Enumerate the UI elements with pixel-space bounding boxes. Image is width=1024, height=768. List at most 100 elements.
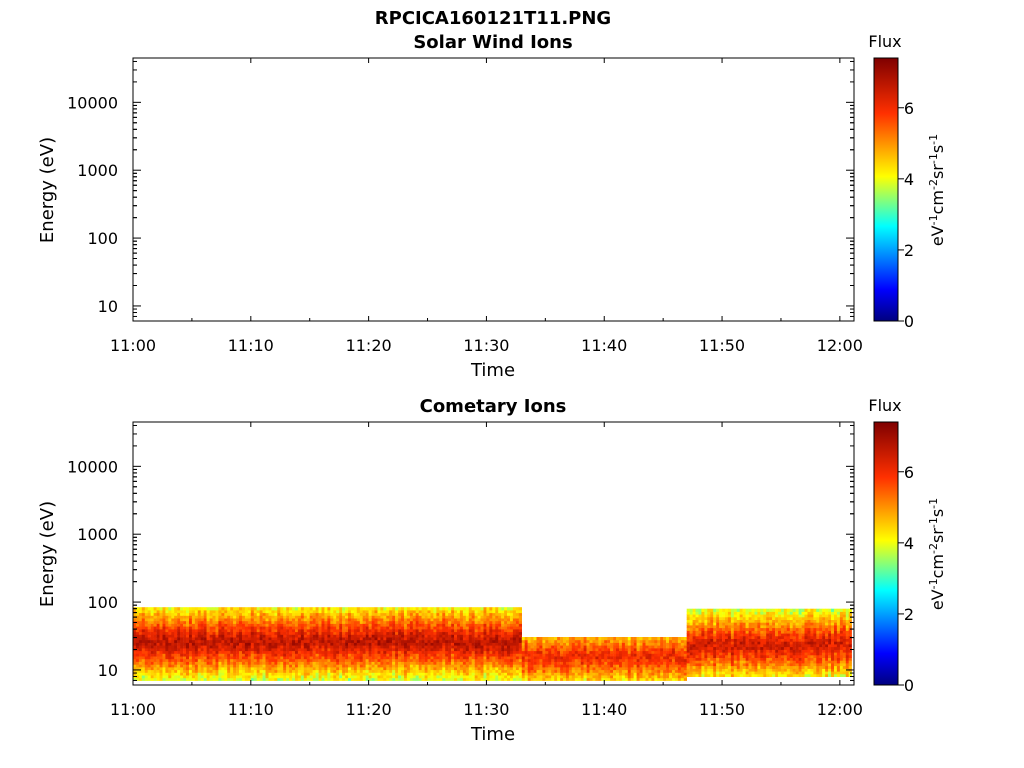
spectrogram-cell [286, 653, 290, 657]
spectrogram-cell [577, 669, 581, 673]
spectrogram-cell [401, 623, 405, 627]
spectrogram-cell [719, 641, 723, 645]
spectrogram-cell [515, 634, 520, 638]
spectrogram-cell [412, 669, 416, 673]
spectrogram-cell [610, 672, 614, 676]
spectrogram-cell [633, 637, 637, 641]
spectrogram-cell [212, 656, 216, 660]
spectrogram-cell [280, 661, 284, 665]
spectrogram-cell [339, 642, 343, 646]
spectrogram-cell [639, 661, 643, 665]
spectrogram-cell [371, 647, 375, 652]
spectrogram-cell [471, 669, 475, 673]
spectrogram-cell [430, 626, 434, 630]
spectrogram-cell [725, 633, 729, 637]
spectrogram-cell [639, 672, 643, 676]
spectrogram-cell [542, 637, 546, 641]
spectrogram-cell [135, 669, 140, 673]
spectrogram-cell [533, 672, 537, 676]
spectrogram-cell [177, 612, 181, 616]
spectrogram-cell [586, 639, 590, 643]
spectrogram-cell [722, 619, 726, 623]
spectrogram-cell [518, 666, 522, 671]
spectrogram-cell [183, 634, 187, 638]
spectrogram-cell [330, 677, 334, 681]
spectrogram-cell [306, 607, 310, 611]
spectrogram-cell [454, 628, 458, 633]
spectrogram-cell [674, 666, 679, 671]
spectrogram-cell [707, 662, 711, 667]
spectrogram-cell [171, 669, 175, 673]
spectrogram-cell [330, 615, 334, 619]
spectrogram-cell [389, 656, 393, 660]
spectrogram-cell [300, 669, 305, 673]
spectrogram-cell [395, 656, 399, 660]
spectrogram-cell [297, 615, 302, 619]
spectrogram-cell [297, 672, 302, 676]
spectrogram-cell [418, 634, 422, 638]
spectrogram-cell [244, 658, 249, 662]
spectrogram-cell [421, 672, 425, 676]
spectrogram-cell [454, 620, 458, 624]
spectrogram-cell [186, 647, 190, 652]
spectrogram-cell [147, 618, 151, 622]
spectrogram-cell [536, 647, 540, 652]
spectrogram-cell [669, 675, 673, 679]
spectrogram-cell [459, 664, 464, 668]
spectrogram-cell [350, 623, 355, 627]
spectrogram-cell [457, 642, 461, 646]
spectrogram-cell [368, 675, 372, 679]
spectrogram-cell [486, 672, 490, 676]
spectrogram-cell [221, 664, 225, 668]
spectrogram-cell [315, 661, 319, 665]
spectrogram-cell [507, 653, 511, 657]
spectrogram-cell [297, 675, 302, 679]
spectrogram-cell [527, 677, 531, 681]
spectrogram-cell [212, 675, 216, 679]
spectrogram-cell [191, 656, 196, 660]
spectrogram-cell [253, 672, 257, 676]
spectrogram-cell [330, 664, 334, 668]
spectrogram-cell [141, 626, 145, 630]
spectrogram-cell [695, 627, 699, 631]
spectrogram-cell [168, 669, 172, 673]
spectrogram-cell [592, 653, 596, 657]
spectrogram-cell [683, 637, 687, 641]
spectrogram-cell [427, 677, 431, 681]
spectrogram-cell [427, 650, 431, 654]
spectrogram-cell [409, 631, 414, 635]
spectrogram-cell [206, 672, 210, 676]
spectrogram-cell [433, 623, 437, 627]
spectrogram-cell [701, 614, 705, 618]
spectrogram-cell [595, 639, 599, 643]
spectrogram-cell [168, 626, 172, 630]
spectrogram-cell [719, 638, 723, 642]
spectrogram-cell [636, 661, 640, 665]
spectrogram-cell [613, 637, 617, 641]
spectrogram-cell [701, 649, 705, 653]
spectrogram-cell [297, 609, 302, 614]
spectrogram-cell [383, 650, 387, 654]
spectrogram-cell [259, 628, 263, 633]
spectrogram-cell [459, 666, 464, 671]
spectrogram-cell [471, 645, 475, 649]
spectrogram-cell [386, 639, 390, 643]
spectrogram-cell [230, 607, 234, 611]
spectrogram-cell [595, 661, 599, 665]
spectrogram-cell [477, 645, 481, 649]
spectrogram-cell [660, 658, 664, 662]
spectrogram-cell [365, 634, 369, 638]
spectrogram-cell [321, 637, 325, 641]
spectrogram-cell [236, 626, 240, 630]
spectrogram-cell [551, 642, 555, 646]
spectrogram-cell [418, 645, 422, 649]
spectrogram-cell [518, 607, 522, 611]
spectrogram-cell [716, 608, 720, 612]
spectrogram-cell [333, 618, 337, 622]
spectrogram-cell [680, 639, 684, 643]
spectrogram-cell [583, 675, 587, 679]
spectrogram-cell [371, 661, 375, 665]
spectrogram-cell [651, 675, 655, 679]
spectrogram-cell [645, 661, 649, 665]
spectrogram-cell [377, 634, 381, 638]
